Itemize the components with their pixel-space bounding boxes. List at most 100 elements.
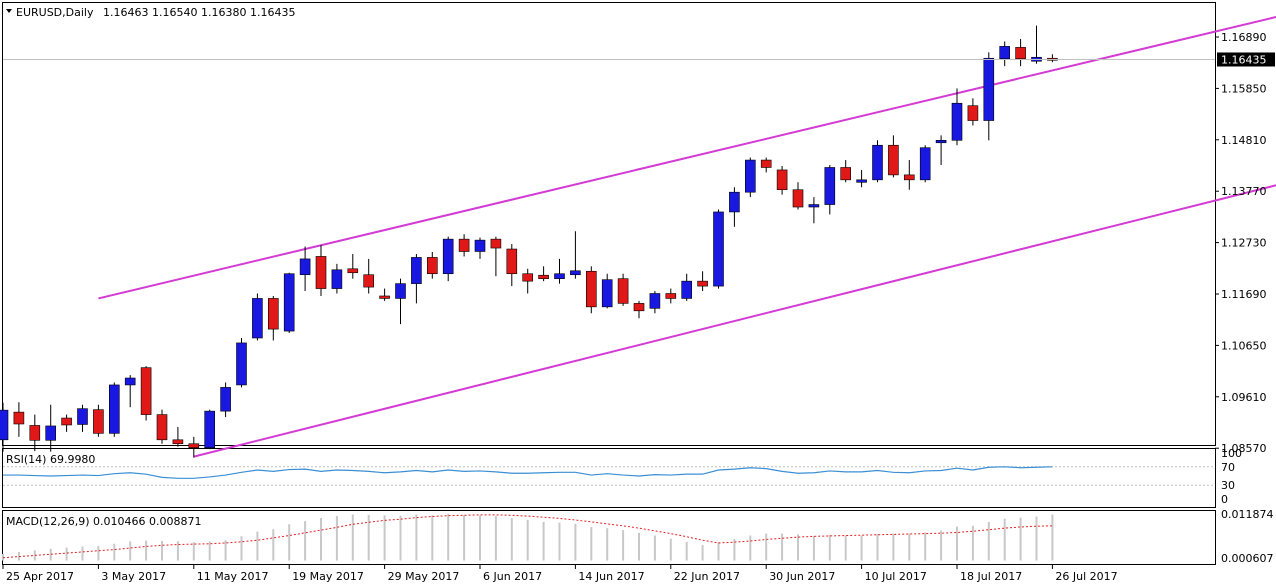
candle-body xyxy=(776,169,788,191)
price-tick-label: 1.15850 xyxy=(1221,82,1267,95)
macd-histogram-bar xyxy=(431,515,434,561)
macd-histogram-bar xyxy=(33,550,36,561)
candle-body xyxy=(204,410,215,449)
symbol-label: EURUSD,Daily xyxy=(16,6,94,19)
candle-body xyxy=(363,274,375,288)
candle-body xyxy=(983,57,995,121)
macd-histogram-bar xyxy=(987,521,990,561)
macd-histogram-bar xyxy=(129,541,132,561)
macd-histogram-bar xyxy=(49,548,52,561)
macd-histogram-bar xyxy=(65,547,68,561)
candle-body xyxy=(713,211,724,287)
price-tick-label: 1.14810 xyxy=(1221,134,1267,147)
date-tick-label: 14 Jun 2017 xyxy=(578,570,644,583)
macd-histogram-bar xyxy=(892,533,895,561)
macd-histogram-bar xyxy=(860,535,863,561)
current-price-label: 1.16435 xyxy=(1221,53,1267,66)
candle-body xyxy=(872,144,883,181)
macd-histogram-bar xyxy=(844,535,847,561)
candle-body xyxy=(856,179,867,183)
macd-histogram-bar xyxy=(113,543,116,561)
candle-body xyxy=(395,283,406,299)
macd-histogram-bar xyxy=(526,519,529,561)
macd-histogram-bar xyxy=(1035,516,1038,561)
candle-body xyxy=(967,105,979,121)
macd-histogram-bar xyxy=(638,532,640,561)
macd-histogram-bar xyxy=(240,536,243,561)
macd-histogram-bar xyxy=(606,528,609,561)
candle-body xyxy=(426,257,438,275)
candle-body xyxy=(109,384,120,434)
macd-tick-label: 0.000607 xyxy=(1221,552,1274,565)
candle-body xyxy=(140,367,152,415)
macd-histogram-bar xyxy=(940,530,943,561)
candle-body xyxy=(999,46,1011,60)
price-tick-label: 1.09610 xyxy=(1221,391,1267,404)
macd-histogram-bar xyxy=(828,534,831,561)
candle-body xyxy=(283,273,295,332)
macd-histogram-bar xyxy=(2,553,4,561)
macd-histogram-bar xyxy=(383,515,386,561)
candle-body xyxy=(919,147,931,181)
macd-histogram-bar xyxy=(208,541,211,561)
macd-histogram-bar xyxy=(733,539,736,561)
rsi-line xyxy=(3,466,1053,479)
macd-histogram-bar xyxy=(797,534,799,561)
price-tick-label: 1.11690 xyxy=(1221,288,1267,301)
macd-histogram-bar xyxy=(272,529,275,561)
macd-pane-frame xyxy=(2,510,1216,565)
date-tick-label: 3 May 2017 xyxy=(101,570,166,583)
candle-body xyxy=(570,270,581,276)
candle-body xyxy=(522,273,534,282)
candle-body xyxy=(824,167,836,205)
candle-body xyxy=(840,167,852,181)
candle-body xyxy=(13,411,25,425)
date-tick-label: 11 May 2017 xyxy=(197,570,269,583)
candle-body xyxy=(681,280,693,299)
macd-histogram-bar xyxy=(351,514,354,561)
candle-body xyxy=(315,256,327,289)
date-tick-label: 25 Apr 2017 xyxy=(6,570,74,583)
date-tick-label: 10 Jul 2017 xyxy=(865,570,927,583)
candle-body xyxy=(649,293,661,309)
date-tick-label: 6 Jun 2017 xyxy=(483,570,542,583)
candle-body xyxy=(29,425,41,441)
macd-histogram-bar xyxy=(956,526,958,561)
candle-body xyxy=(156,414,168,441)
date-tick-label: 26 Jul 2017 xyxy=(1055,570,1117,583)
symbol-dropdown-icon[interactable] xyxy=(6,9,12,13)
candle-body xyxy=(1015,47,1026,60)
candle-body xyxy=(506,248,518,275)
macd-histogram-bar xyxy=(765,533,768,561)
candle-body xyxy=(697,280,708,287)
macd-histogram-bar xyxy=(463,514,466,561)
current-price-box xyxy=(1217,52,1275,67)
price-tick-label: 1.12730 xyxy=(1221,237,1267,250)
macd-histogram-bar xyxy=(1003,518,1006,561)
macd-histogram-bar xyxy=(669,538,672,561)
macd-histogram-bar xyxy=(685,541,688,561)
candle-body xyxy=(903,174,915,181)
macd-histogram-bar xyxy=(574,523,577,561)
candle-body xyxy=(267,298,279,330)
macd-histogram-bar xyxy=(447,513,450,561)
candle-body xyxy=(474,239,486,252)
macd-histogram-bar xyxy=(590,526,593,561)
macd-histogram-bar xyxy=(415,514,418,561)
rsi-title: RSI(14) 69.9980 xyxy=(6,453,95,466)
macd-histogram-bar xyxy=(17,551,20,561)
candle-body xyxy=(490,238,502,249)
candle-body xyxy=(252,298,263,339)
channel-upper-line xyxy=(98,15,1276,300)
candle-body xyxy=(665,293,677,299)
rsi-tick-label: 30 xyxy=(1221,479,1235,492)
macd-histogram-bar xyxy=(717,542,720,561)
ohlc-readout: 1.16463 1.16540 1.16380 1.16435 xyxy=(103,6,295,19)
macd-histogram-bar xyxy=(320,518,322,561)
candle-body xyxy=(172,439,184,445)
macd-histogram-bar xyxy=(494,516,497,561)
macd-histogram-bar xyxy=(971,525,974,561)
rsi-pane-frame xyxy=(2,448,1216,508)
macd-histogram-bar xyxy=(479,515,481,561)
date-tick-label: 22 Jun 2017 xyxy=(674,570,740,583)
